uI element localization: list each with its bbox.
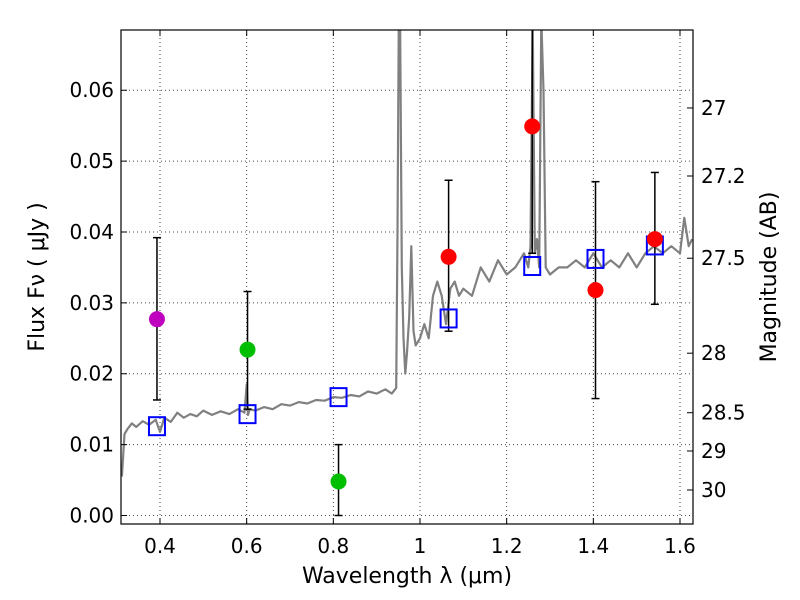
model-photometry-square [238,404,257,425]
x-axis-label: Wavelength λ (μm) [302,564,512,589]
y-tick-label: 0.04 [69,220,114,244]
x-tick-label: 0.6 [231,534,263,558]
measured-flux-point [524,118,541,135]
y-tick-label: 0.05 [69,149,114,173]
x-tick-label: 0.4 [144,534,176,558]
magnitude-tick-label: 27.5 [701,246,746,270]
measured-flux-point [330,473,347,490]
x-tick-label: 1.6 [664,534,696,558]
y-tick-label: 0.01 [69,433,114,457]
measured-flux-point [646,231,663,248]
model-photometry-square [523,256,542,277]
magnitude-tick-label: 29 [701,439,726,463]
model-photometry-square [329,387,348,408]
magnitude-tick-label: 27 [701,96,726,120]
x-tick-label: 0.8 [317,534,349,558]
magnitude-axis-label: Magnitude (AB) [757,192,782,363]
measured-flux-point [440,248,457,265]
y-axis-label: Flux Fν ( μJy ) [25,202,50,351]
x-tick-label: 1.2 [491,534,523,558]
measured-flux-point [587,282,604,299]
measured-flux-point [148,311,165,328]
magnitude-tick-label: 27.2 [701,164,746,188]
magnitude-axis-ticks: 27 27.2 27.5 28 28.5 29 30 [687,96,746,502]
plot-area [121,30,693,517]
model-photometry-square [439,308,458,329]
x-tick-label: 1 [414,534,427,558]
y-axis-ticks: 0.00 0.01 0.02 0.03 0.04 0.05 0.06 [69,78,127,527]
grid-lines [121,30,693,524]
y-tick-label: 0.06 [69,78,114,102]
y-tick-label: 0.03 [69,291,114,315]
x-axis-ticks: 0.4 0.6 0.8 1 1.2 1.4 1.6 [144,30,696,558]
model-photometry-square [147,416,166,437]
model-photometry-square [586,248,605,269]
plot-frame [120,29,694,525]
measured-flux-point [239,341,256,358]
y-tick-label: 0.02 [69,362,114,386]
magnitude-tick-label: 28.5 [701,401,746,425]
y-tick-label: 0.00 [69,503,114,527]
magnitude-tick-label: 28 [701,341,726,365]
x-tick-label: 1.4 [577,534,609,558]
model-spectrum-line [121,30,693,477]
magnitude-tick-label: 30 [701,478,726,502]
